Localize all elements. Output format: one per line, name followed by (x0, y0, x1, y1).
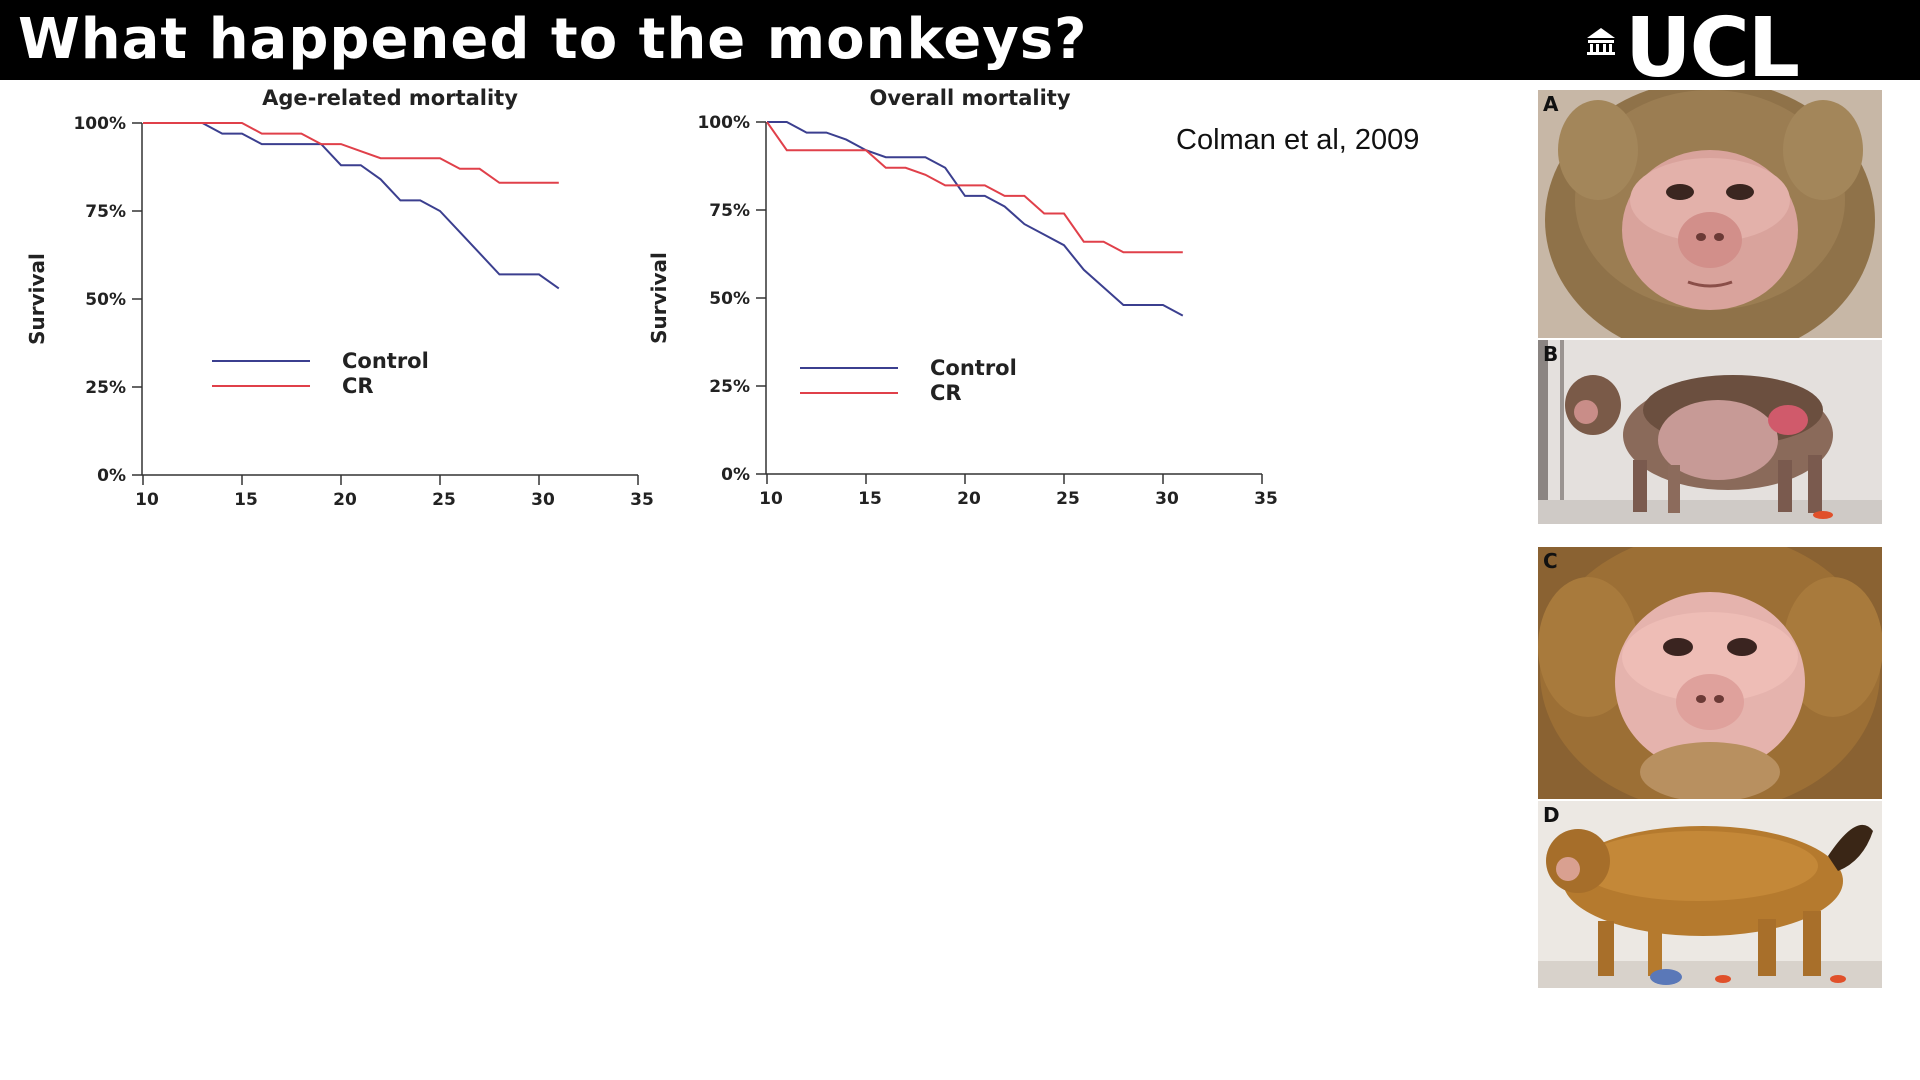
legend-label-control: Control (342, 349, 429, 373)
x-tick-label: 30 (1155, 489, 1179, 509)
legend-label-cr: CR (342, 374, 374, 398)
chart-title: Age-related mortality (262, 86, 518, 110)
x-tick-label: 10 (135, 490, 159, 510)
x-tick-label: 25 (432, 490, 456, 510)
x-tick-label: 25 (1056, 489, 1080, 509)
series-line-cr (766, 121, 1183, 254)
panel-label-c: C (1543, 549, 1558, 573)
portico-icon (1587, 28, 1615, 55)
slide-title: What happened to the monkeys? (18, 7, 1088, 72)
photo-c-monkey-face: C (1538, 547, 1882, 799)
legend-label-control: Control (930, 356, 1017, 380)
y-axis-label: Survival (647, 252, 671, 344)
x-tick-label: 20 (333, 490, 357, 510)
title-bar: What happened to the monkeys? UCL (0, 0, 1920, 96)
x-tick-label: 15 (858, 489, 882, 509)
photo-a-monkey-face: A (1538, 90, 1882, 338)
panel-label-d: D (1543, 803, 1560, 827)
y-tick-label: 25% (85, 378, 126, 398)
y-tick-label: 0% (97, 466, 126, 486)
series-line-cr (143, 122, 559, 184)
citation: Colman et al, 2009 (1176, 124, 1420, 156)
series-line-control (143, 122, 560, 290)
photo-b-monkey-body: B (1538, 340, 1882, 524)
y-tick-label: 50% (85, 290, 126, 310)
x-tick-label: 10 (759, 489, 783, 509)
y-axis-label: Survival (25, 253, 49, 345)
ucl-logo-text: UCL (1625, 1, 1800, 96)
overall-mortality-chart: Overall mortality Survival 0% 25% 50% 75% 100%… (647, 86, 1278, 509)
y-tick-label: 0% (721, 465, 750, 485)
photo-d-monkey-body: D (1538, 801, 1882, 988)
x-tick-label: 30 (531, 490, 555, 510)
series-line-control (767, 121, 1184, 317)
y-tick-label: 25% (709, 377, 750, 397)
panel-label-b: B (1543, 342, 1559, 366)
x-tick-label: 35 (1254, 489, 1278, 509)
y-tick-label: 75% (85, 202, 126, 222)
x-tick-label: 15 (234, 490, 258, 510)
y-tick-label: 75% (709, 201, 750, 221)
y-tick-label: 100% (697, 113, 750, 133)
panel-label-a: A (1543, 92, 1559, 116)
y-tick-label: 100% (73, 114, 126, 134)
x-tick-label: 35 (630, 490, 654, 510)
age-related-mortality-chart: Age-related mortality Survival 0% 25% 50% 75%… (25, 86, 654, 510)
chart-title: Overall mortality (869, 86, 1070, 110)
legend-label-cr: CR (930, 381, 962, 405)
y-tick-label: 50% (709, 289, 750, 309)
x-tick-label: 20 (957, 489, 981, 509)
